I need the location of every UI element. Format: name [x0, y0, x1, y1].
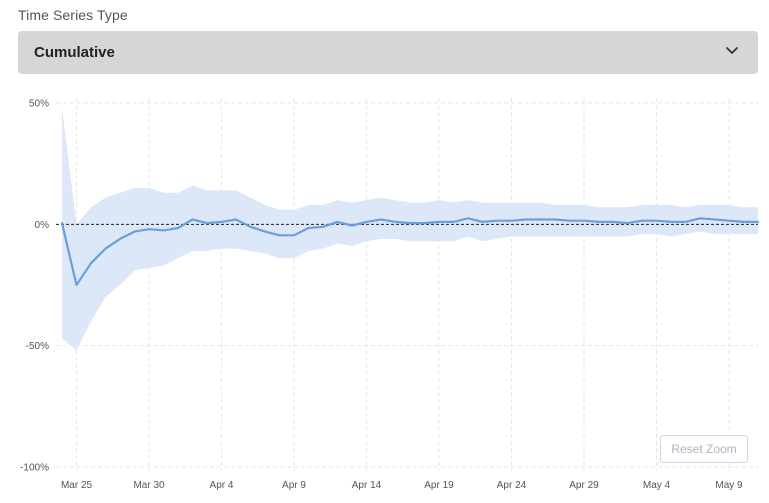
- confidence-band: [62, 107, 758, 351]
- selected-value: Cumulative: [34, 44, 115, 61]
- x-tick-label: May 4: [643, 480, 671, 491]
- chart-svg: 50% 0% -50% -100% Mar 25 Mar 30 Apr 4 Apr 9 Apr …: [20, 98, 760, 491]
- x-tick-label: Mar 25: [61, 480, 93, 491]
- y-tick-label: -100%: [20, 463, 49, 474]
- x-tick-label: Apr 19: [424, 480, 454, 491]
- y-tick-label: -50%: [26, 341, 49, 352]
- time-series-type-select[interactable]: Cumulative: [18, 31, 758, 74]
- series-line: [60, 217, 760, 287]
- time-series-type-label: Time Series Type: [18, 7, 128, 23]
- x-tick-label: Apr 4: [210, 480, 234, 491]
- y-tick-label: 50%: [29, 99, 49, 110]
- y-tick-label: 0%: [35, 220, 50, 231]
- x-tick-label: Mar 30: [133, 480, 165, 491]
- x-tick-label: Apr 9: [282, 480, 306, 491]
- chevron-down-icon: [726, 47, 738, 54]
- time-series-chart[interactable]: 50% 0% -50% -100% Mar 25 Mar 30 Apr 4 Apr 9 Apr …: [0, 88, 769, 503]
- x-tick-label: Apr 14: [352, 480, 382, 491]
- x-tick-label: May 9: [715, 480, 743, 491]
- x-tick-label: Apr 24: [497, 480, 527, 491]
- reset-zoom-button[interactable]: Reset Zoom: [660, 435, 748, 463]
- x-tick-label: Apr 29: [569, 480, 599, 491]
